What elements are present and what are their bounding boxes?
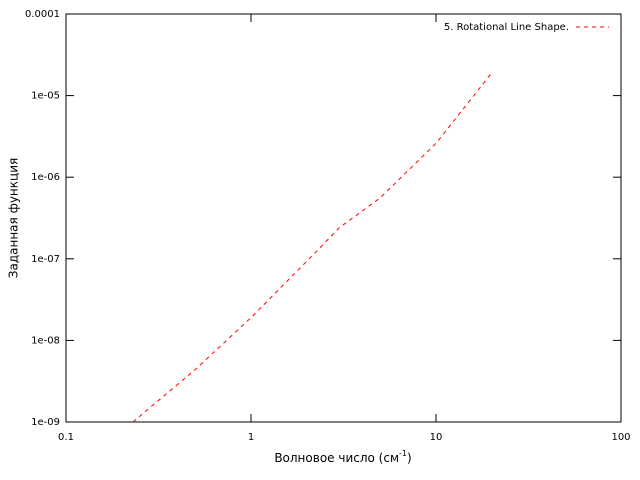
y-tick-label: 0.0001: [25, 9, 60, 20]
y-tick-label: 1e-06: [31, 172, 60, 183]
x-axis-label-sup: -1: [399, 449, 407, 458]
y-tick-label: 1e-05: [31, 91, 60, 102]
x-axis-label: Волновое число (см-1): [274, 449, 411, 465]
y-tick-label: 1e-08: [31, 335, 60, 346]
plot-border: [65, 13, 622, 423]
legend-label: 5. Rotational Line Shape.: [444, 22, 569, 33]
x-tick-label: 0.1: [58, 432, 74, 443]
x-tick-label: 100: [611, 432, 630, 443]
y-axis-label: Заданная функция: [7, 158, 21, 278]
x-tick-label: 10: [430, 432, 443, 443]
x-axis-label-text: Волновое число (см: [274, 451, 399, 465]
data-line: [132, 72, 493, 423]
y-tick-label: 1e-09: [31, 417, 60, 428]
y-tick-label: 1e-07: [31, 254, 60, 265]
x-axis-label-end: ): [407, 451, 412, 465]
x-tick-label: 1: [248, 432, 254, 443]
